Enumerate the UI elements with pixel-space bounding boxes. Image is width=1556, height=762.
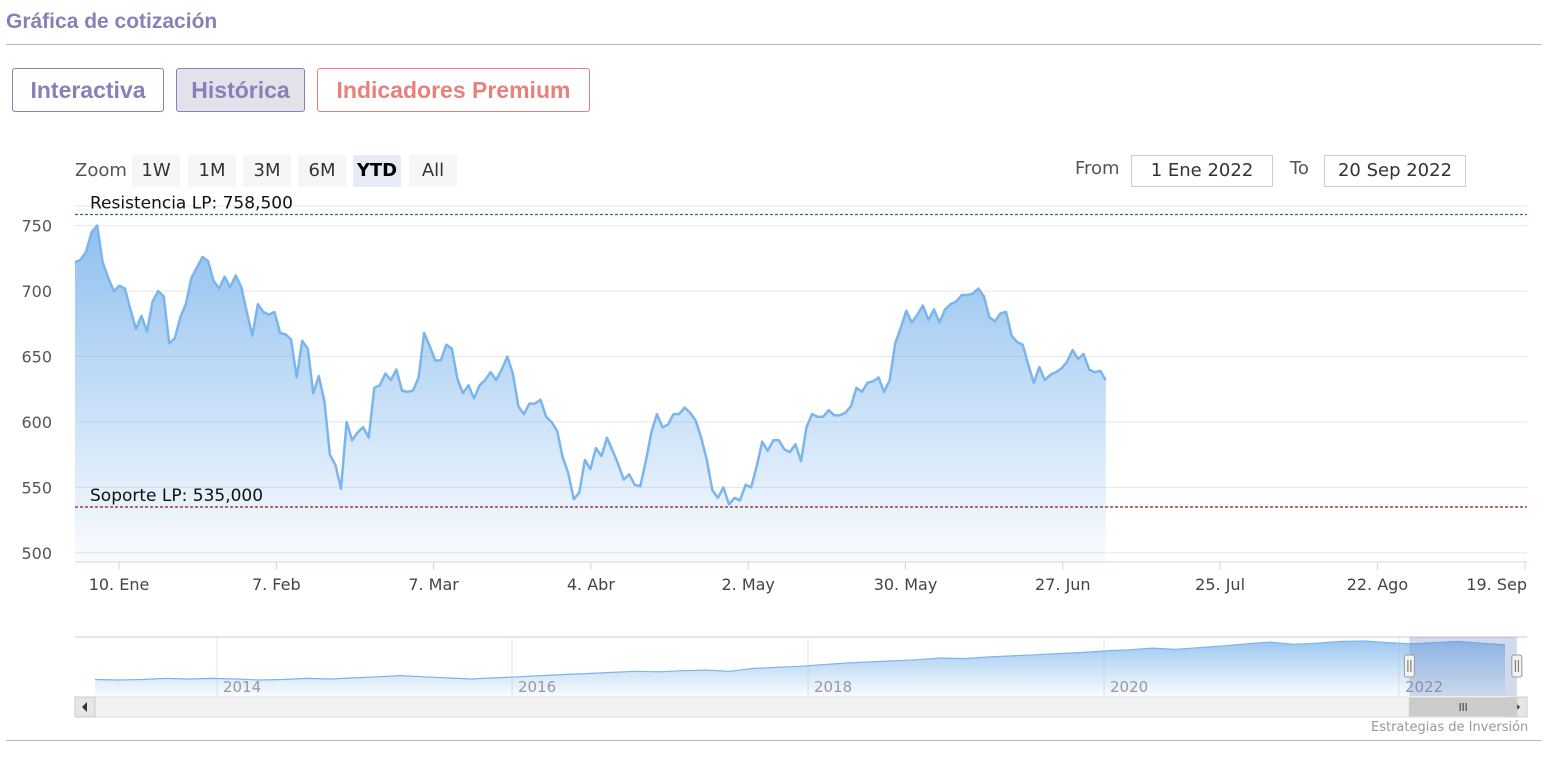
x-tick-label: 7. Feb	[252, 575, 301, 594]
zoom-1m-button[interactable]: 1M	[188, 155, 236, 187]
arrow-left-icon	[82, 702, 87, 712]
range-from-input[interactable]: 1 Ene 2022	[1131, 155, 1273, 187]
bottom-divider	[6, 740, 1542, 741]
navigator-series-line	[94, 640, 1506, 681]
zoom-all-button[interactable]: All	[409, 155, 457, 187]
zoom-label: Zoom	[75, 160, 127, 181]
navigator-right-handle[interactable]	[1511, 654, 1523, 678]
navigator-year-label: 2014	[223, 678, 261, 696]
y-tick-label: 750	[21, 217, 52, 236]
tab-indicadores-premium[interactable]: Indicadores Premium	[317, 68, 590, 112]
range-from-label: From	[1075, 158, 1120, 179]
y-tick-label: 500	[21, 544, 52, 563]
title-divider	[6, 44, 1542, 45]
navigator-area-fill	[95, 641, 1505, 696]
range-to-input[interactable]: 20 Sep 2022	[1324, 155, 1466, 187]
x-tick-label: 30. May	[874, 575, 938, 594]
price-area-fill	[75, 225, 1106, 562]
resistance-label: Resistencia LP: 758,500	[90, 194, 293, 214]
navigator-left-handle[interactable]	[1403, 654, 1415, 678]
navigator-year-label: 2020	[1110, 678, 1148, 696]
y-tick-label: 600	[21, 413, 52, 432]
navigator-year-label: 2016	[518, 678, 556, 696]
y-tick-label: 650	[21, 348, 52, 367]
x-tick-label: 4. Abr	[567, 575, 615, 594]
zoom-6m-button[interactable]: 6M	[298, 155, 346, 187]
scrollbar-track[interactable]	[74, 696, 1528, 718]
zoom-ytd-button[interactable]: YTD	[353, 155, 401, 187]
x-tick-label: 25. Jul	[1195, 575, 1245, 594]
navigator-year-label: 2018	[814, 678, 852, 696]
zoom-1w-button[interactable]: 1W	[132, 155, 180, 187]
tab-interactiva[interactable]: Interactiva	[12, 68, 164, 112]
range-to-label: To	[1290, 158, 1309, 179]
y-tick-label: 550	[21, 478, 52, 497]
page-title: Gráfica de cotización	[6, 10, 218, 33]
zoom-3m-button[interactable]: 3M	[243, 155, 291, 187]
navigator-year-label: 2022	[1405, 678, 1443, 696]
x-tick-label: 7. Mar	[408, 575, 459, 594]
x-tick-label: 27. Jun	[1035, 575, 1091, 594]
navigator-selection[interactable]	[1409, 637, 1517, 696]
y-tick-label: 700	[21, 282, 52, 301]
x-tick-label: 22. Ago	[1347, 575, 1408, 594]
tab-historica[interactable]: Histórica	[176, 68, 305, 112]
x-tick-label: 2. May	[721, 575, 774, 594]
credit-text: Estrategias de Inversión	[1371, 720, 1529, 735]
support-label: Soporte LP: 535,000	[90, 486, 263, 506]
x-tick-label: 10. Ene	[89, 575, 150, 594]
price-series-line	[74, 224, 1107, 506]
x-tick-label: 19. Sep	[1466, 575, 1527, 594]
